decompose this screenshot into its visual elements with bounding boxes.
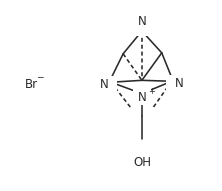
- Text: +: +: [148, 87, 155, 96]
- Text: N: N: [175, 77, 184, 90]
- Text: −: −: [36, 72, 43, 81]
- FancyBboxPatch shape: [133, 89, 151, 105]
- Text: N: N: [99, 78, 108, 91]
- Text: N: N: [137, 91, 146, 104]
- FancyBboxPatch shape: [133, 20, 151, 36]
- Text: Br: Br: [25, 78, 38, 91]
- FancyBboxPatch shape: [99, 76, 117, 92]
- Text: OH: OH: [133, 156, 151, 169]
- FancyBboxPatch shape: [166, 75, 184, 91]
- Text: N: N: [137, 15, 146, 28]
- FancyBboxPatch shape: [130, 156, 154, 170]
